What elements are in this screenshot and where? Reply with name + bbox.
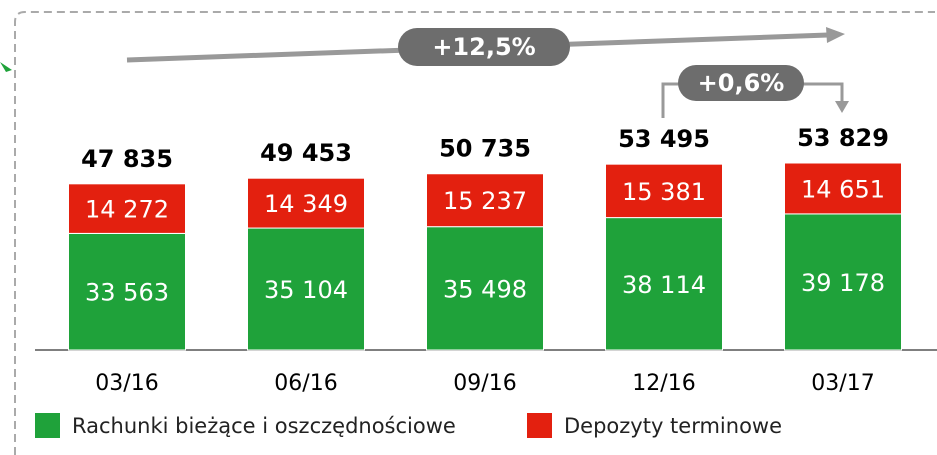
total-label: 49 453 (260, 139, 352, 167)
x-tick-label: 09/16 (453, 371, 516, 396)
bar-segment (784, 213, 902, 351)
annotation-pill (398, 28, 570, 66)
bar-segment (426, 173, 544, 228)
value-label: 33 563 (85, 279, 169, 307)
legend-swatch (527, 413, 552, 438)
bracket-head (835, 101, 849, 113)
value-label: 39 178 (801, 269, 885, 297)
bar-segment (247, 227, 365, 351)
x-tick-label: 03/17 (811, 371, 874, 396)
corner-arrow (0, 62, 12, 72)
value-label: 14 349 (264, 190, 348, 218)
total-label: 47 835 (81, 145, 173, 173)
value-label: 14 272 (85, 196, 169, 224)
frame (14, 11, 935, 455)
annotation: +12,5% (432, 33, 535, 61)
value-label: 15 237 (443, 187, 527, 215)
bar-segment (605, 163, 723, 219)
annotation: +0,6% (698, 69, 785, 97)
value-label: 35 498 (443, 275, 527, 303)
value-label: 15 381 (622, 178, 706, 206)
bar-segment (247, 177, 365, 229)
total-label: 50 735 (439, 135, 531, 163)
x-tick-label: 06/16 (274, 371, 337, 396)
legend-label: Rachunki bieżące i oszczędnościowe (72, 414, 456, 438)
x-tick-label: 12/16 (632, 371, 695, 396)
value-label: 14 651 (801, 175, 885, 203)
bar-segment (605, 217, 723, 351)
bar-segment (784, 162, 902, 215)
value-label: 35 104 (264, 276, 348, 304)
total-label: 53 829 (797, 124, 889, 152)
trend-arrow-head (826, 27, 845, 43)
legend-swatch (35, 413, 60, 438)
value-label: 38 114 (622, 271, 706, 299)
bar-segment (426, 226, 544, 351)
bar-segment (68, 183, 186, 234)
annotation-pill (678, 65, 804, 101)
legend-label: Depozyty terminowe (564, 414, 782, 438)
bar-segment (68, 232, 186, 351)
total-label: 53 495 (618, 125, 710, 153)
x-tick-label: 03/16 (95, 371, 158, 396)
